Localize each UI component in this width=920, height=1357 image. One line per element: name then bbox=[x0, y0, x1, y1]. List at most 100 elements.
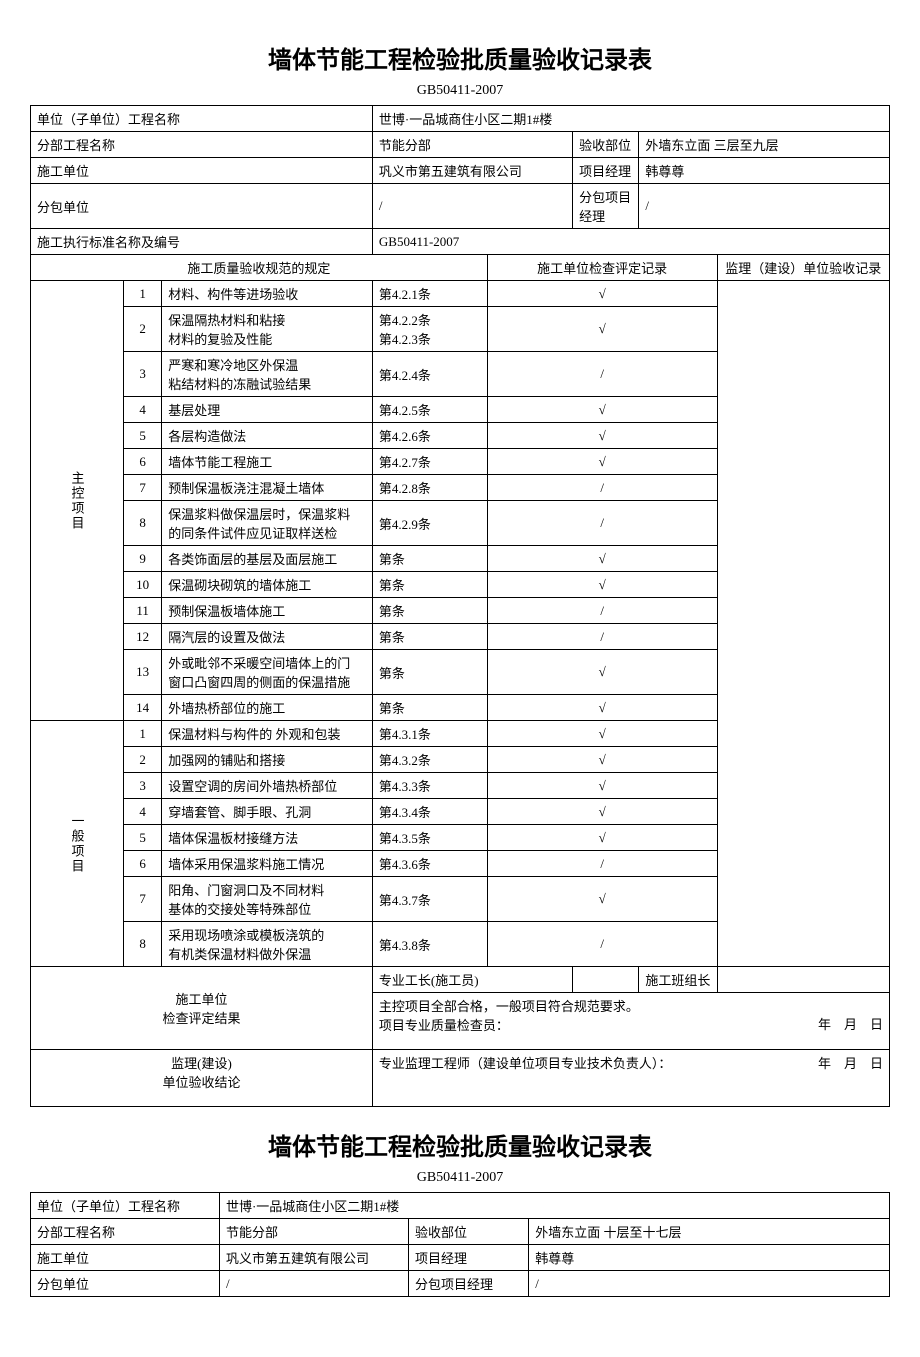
foreman-label: 专业工长(施工员) bbox=[372, 967, 572, 993]
row-clause: 第4.3.4条 bbox=[372, 799, 487, 825]
header-row: 单位（子单位）工程名称 世博·一品城商住小区二期1#楼 bbox=[31, 106, 890, 132]
row-no: 5 bbox=[123, 423, 161, 449]
row-check: √ bbox=[487, 307, 717, 352]
row-no: 4 bbox=[123, 397, 161, 423]
supervise-text: 专业监理工程师（建设单位项目专业技术负责人）： bbox=[379, 1053, 672, 1072]
construction-unit-label: 施工单位 bbox=[31, 158, 373, 184]
row-desc: 墙体保温板材接缝方法 bbox=[162, 825, 373, 851]
supervise-date: 年 月 日 bbox=[818, 1053, 883, 1072]
supervise-conclusion-cell: 专业监理工程师（建设单位项目专业技术负责人）： 年 月 日 bbox=[372, 1050, 889, 1107]
accept-part-value: 外墙东立面 十层至十七层 bbox=[529, 1219, 890, 1245]
sub-project-label: 分部工程名称 bbox=[31, 132, 373, 158]
construction-check-label: 施工单位 检查评定结果 bbox=[31, 967, 373, 1050]
row-desc: 阳角、门窗洞口及不同材料 基体的交接处等特殊部位 bbox=[162, 877, 373, 922]
subcontract-unit-value: / bbox=[372, 184, 572, 229]
row-desc: 预制保温板墙体施工 bbox=[162, 598, 373, 624]
row-desc: 保温材料与构件的 外观和包装 bbox=[162, 721, 373, 747]
row-clause: 第条 bbox=[372, 598, 487, 624]
supervise-column-label: 监理（建设）单位验收记录 bbox=[717, 255, 889, 281]
row-desc: 隔汽层的设置及做法 bbox=[162, 624, 373, 650]
foreman-value bbox=[573, 967, 639, 993]
sub-project-label: 分部工程名称 bbox=[31, 1219, 220, 1245]
row-desc: 墙体采用保温浆料施工情况 bbox=[162, 851, 373, 877]
header-row: 施工单位 巩义市第五建筑有限公司 项目经理 韩尊尊 bbox=[31, 1245, 890, 1271]
row-clause: 第4.3.6条 bbox=[372, 851, 487, 877]
conclusion-date: 年 月 日 bbox=[818, 1014, 883, 1033]
standard-label: 施工执行标准名称及编号 bbox=[31, 229, 373, 255]
check-column-label: 施工单位检查评定记录 bbox=[487, 255, 717, 281]
row-no: 14 bbox=[123, 695, 161, 721]
sub-project-manager-label: 分包项目经理 bbox=[573, 184, 639, 229]
footer-row: 监理(建设) 单位验收结论 专业监理工程师（建设单位项目专业技术负责人）： 年 … bbox=[31, 1050, 890, 1107]
row-check: √ bbox=[487, 877, 717, 922]
row-desc: 各层构造做法 bbox=[162, 423, 373, 449]
table-row: 主控项目 1 材料、构件等进场验收 第4.2.1条 √ bbox=[31, 281, 890, 307]
spec-column-label: 施工质量验收规范的规定 bbox=[31, 255, 488, 281]
construction-unit-label: 施工单位 bbox=[31, 1245, 220, 1271]
row-clause: 第条 bbox=[372, 572, 487, 598]
row-check: √ bbox=[487, 572, 717, 598]
construction-unit-value: 巩义市第五建筑有限公司 bbox=[372, 158, 572, 184]
team-leader-label: 施工班组长 bbox=[639, 967, 717, 993]
row-desc: 各类饰面层的基层及面层施工 bbox=[162, 546, 373, 572]
row-desc: 保温浆料做保温层时，保温浆料 的同条件试件应见证取样送检 bbox=[162, 501, 373, 546]
row-no: 10 bbox=[123, 572, 161, 598]
row-check: / bbox=[487, 598, 717, 624]
subcontract-unit-label: 分包单位 bbox=[31, 184, 373, 229]
doc2-subtitle: GB50411-2007 bbox=[30, 1170, 890, 1186]
row-no: 1 bbox=[123, 281, 161, 307]
accept-part-label: 验收部位 bbox=[408, 1219, 528, 1245]
row-desc: 墙体节能工程施工 bbox=[162, 449, 373, 475]
row-clause: 第条 bbox=[372, 695, 487, 721]
row-desc: 设置空调的房间外墙热桥部位 bbox=[162, 773, 373, 799]
row-check: √ bbox=[487, 695, 717, 721]
row-desc: 保温隔热材料和粘接 材料的复验及性能 bbox=[162, 307, 373, 352]
header-row: 分部工程名称 节能分部 验收部位 外墙东立面 十层至十七层 bbox=[31, 1219, 890, 1245]
row-clause: 第4.2.4条 bbox=[372, 352, 487, 397]
row-clause: 第4.2.5条 bbox=[372, 397, 487, 423]
row-desc: 严寒和寒冷地区外保温 粘结材料的冻融试验结果 bbox=[162, 352, 373, 397]
row-clause: 第4.3.7条 bbox=[372, 877, 487, 922]
row-no: 13 bbox=[123, 650, 161, 695]
row-no: 8 bbox=[123, 922, 161, 967]
row-clause: 第条 bbox=[372, 546, 487, 572]
row-clause: 第4.2.7条 bbox=[372, 449, 487, 475]
row-check: √ bbox=[487, 825, 717, 851]
row-clause: 第4.3.2条 bbox=[372, 747, 487, 773]
row-no: 7 bbox=[123, 475, 161, 501]
unit-name-label: 单位（子单位）工程名称 bbox=[31, 106, 373, 132]
row-no: 4 bbox=[123, 799, 161, 825]
accept-part-value: 外墙东立面 三层至九层 bbox=[639, 132, 890, 158]
row-clause: 第4.2.6条 bbox=[372, 423, 487, 449]
row-desc: 穿墙套管、脚手眼、孔洞 bbox=[162, 799, 373, 825]
row-check: / bbox=[487, 501, 717, 546]
row-desc: 外墙热桥部位的施工 bbox=[162, 695, 373, 721]
supervise-cell bbox=[717, 281, 889, 967]
conclusion-text: 主控项目全部合格，一般项目符合规范要求。 项目专业质量检查员： bbox=[379, 996, 639, 1034]
row-no: 3 bbox=[123, 773, 161, 799]
row-no: 1 bbox=[123, 721, 161, 747]
row-check: √ bbox=[487, 799, 717, 825]
row-desc: 加强网的铺贴和搭接 bbox=[162, 747, 373, 773]
construction-unit-value: 巩义市第五建筑有限公司 bbox=[219, 1245, 408, 1271]
sub-project-value: 节能分部 bbox=[372, 132, 572, 158]
project-manager-label: 项目经理 bbox=[408, 1245, 528, 1271]
row-check: / bbox=[487, 624, 717, 650]
row-check: / bbox=[487, 475, 717, 501]
row-clause: 第4.3.3条 bbox=[372, 773, 487, 799]
row-no: 7 bbox=[123, 877, 161, 922]
footer-row: 施工单位 检查评定结果 专业工长(施工员) 施工班组长 bbox=[31, 967, 890, 993]
team-leader-value bbox=[717, 967, 889, 993]
unit-name-label: 单位（子单位）工程名称 bbox=[31, 1193, 220, 1219]
row-clause: 第4.2.8条 bbox=[372, 475, 487, 501]
header-row: 施工执行标准名称及编号 GB50411-2007 bbox=[31, 229, 890, 255]
row-clause: 第4.2.9条 bbox=[372, 501, 487, 546]
row-check: √ bbox=[487, 650, 717, 695]
header-row: 分包单位 / 分包项目经理 / bbox=[31, 184, 890, 229]
project-manager-label: 项目经理 bbox=[573, 158, 639, 184]
unit-name-value: 世博·一品城商住小区二期1#楼 bbox=[219, 1193, 889, 1219]
doc1-title: 墙体节能工程检验批质量验收记录表 bbox=[30, 40, 890, 75]
row-clause: 第4.3.5条 bbox=[372, 825, 487, 851]
accept-part-label: 验收部位 bbox=[573, 132, 639, 158]
row-clause: 第4.2.2条 第4.2.3条 bbox=[372, 307, 487, 352]
